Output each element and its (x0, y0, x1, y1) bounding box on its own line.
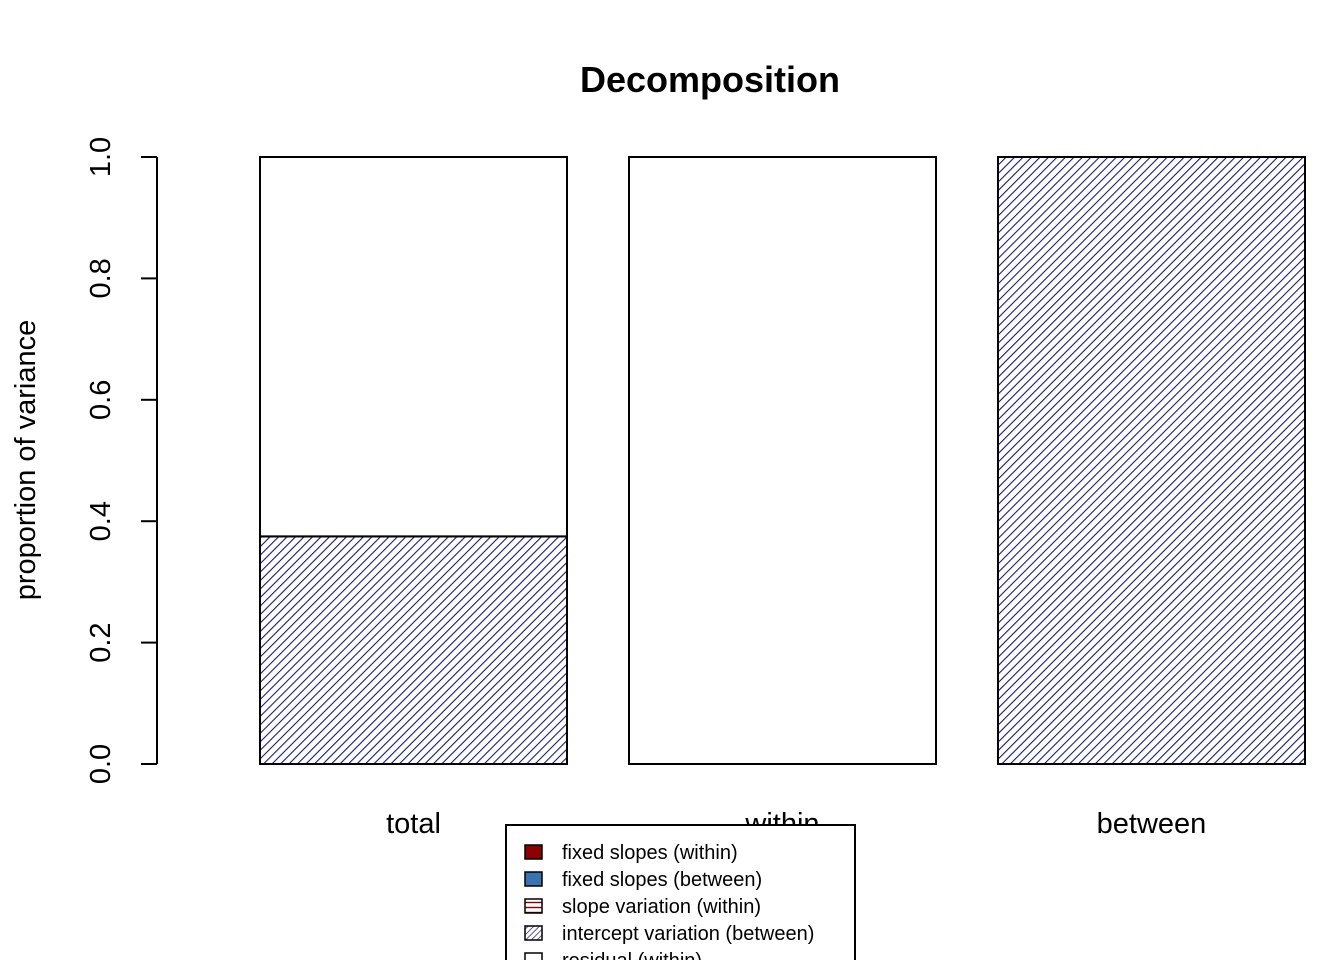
bar-between-series-3 (997, 156, 1306, 765)
legend-label-2: slope variation (within) (562, 896, 761, 918)
y-tick-label: 0.0 (85, 744, 117, 784)
legend-label-1: fixed slopes (between) (562, 869, 762, 891)
x-label-total: total (386, 808, 441, 840)
bar-total-series-3 (259, 535, 568, 765)
bars (259, 156, 1306, 765)
legend-swatch-0 (524, 844, 543, 860)
y-tick-label: 0.4 (85, 501, 117, 541)
legend-label-3: intercept variation (between) (562, 923, 814, 945)
legend-box (505, 824, 856, 960)
legend-label-0: fixed slopes (within) (562, 842, 738, 864)
legend-swatch-3 (524, 925, 543, 941)
bar-total-series-4 (259, 156, 568, 538)
y-tick-label: 0.2 (85, 622, 117, 662)
y-axis-label: proportion of variance (10, 320, 42, 601)
bar-within-series-4 (628, 156, 937, 765)
legend: fixed slopes (within) fixed slopes (betwe… (505, 824, 856, 960)
y-tick-label: 0.6 (85, 380, 117, 420)
legend-label-4: residual (within) (562, 950, 702, 960)
x-label-between: between (1097, 808, 1207, 840)
y-tick-label: 0.8 (85, 258, 117, 298)
legend-swatch-4 (524, 952, 543, 960)
y-axis: 0.0 0.2 0.4 0.6 0.8 1.0 (85, 137, 158, 784)
legend-swatch-2 (524, 898, 543, 914)
legend-swatch-1 (524, 871, 543, 887)
y-tick-label: 1.0 (85, 137, 117, 177)
chart-title: Decomposition (580, 59, 840, 100)
